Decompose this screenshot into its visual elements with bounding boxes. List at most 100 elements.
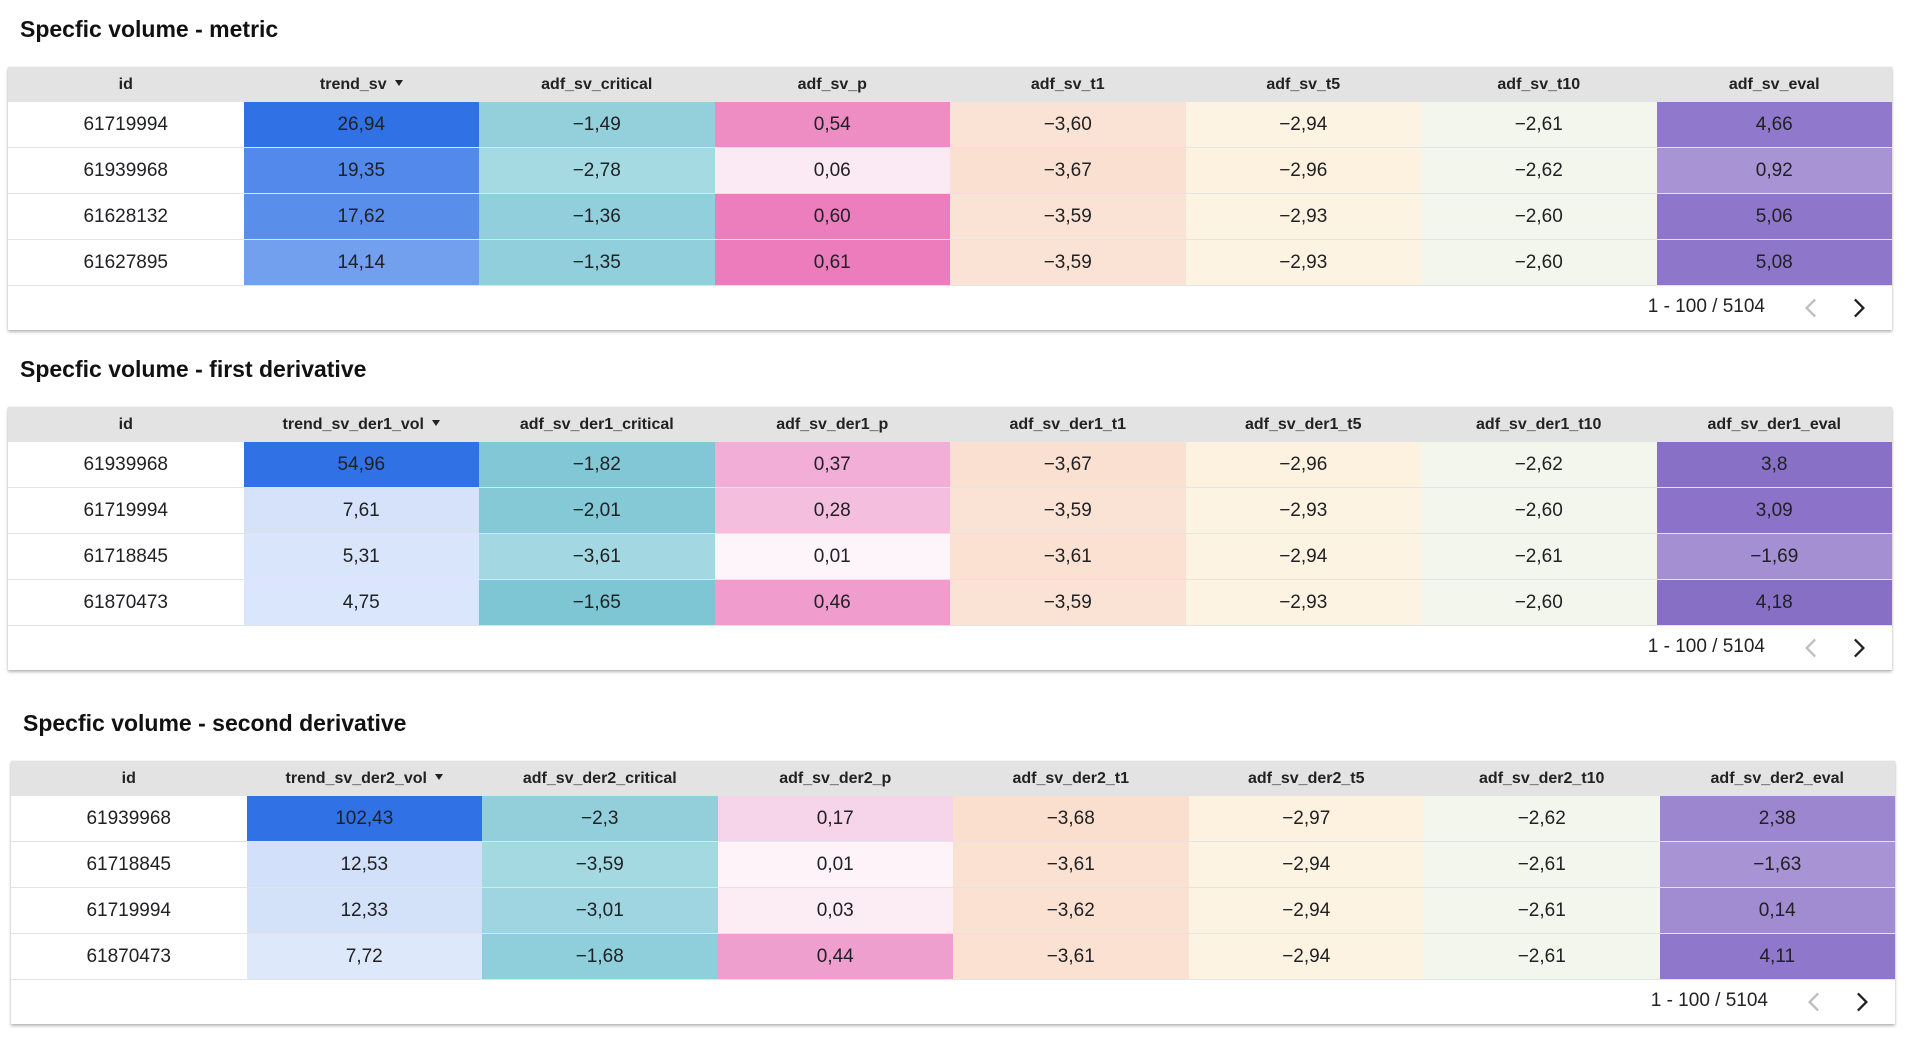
column-header-label: trend_sv xyxy=(319,75,387,93)
column-header-id[interactable]: id xyxy=(8,407,244,442)
table-cell: 61719994 xyxy=(8,487,244,534)
column-header-p[interactable]: adf_sv_der1_p xyxy=(714,407,950,442)
table-cell: 0,01 xyxy=(717,841,953,888)
table-cell: 0,54 xyxy=(714,102,950,148)
table-cell: 26,94 xyxy=(243,102,479,148)
table-cell: 0,37 xyxy=(714,442,950,488)
table-header-row: id trend_sv_der2_vol adf_sv_der2_critica… xyxy=(11,761,1895,796)
table-body: 61939968 54,96 −1,82 0,37 −3,67 −2,96 −2,62 3,8… xyxy=(8,442,1892,625)
table-cell: −2,96 xyxy=(1185,147,1421,194)
column-header-eval[interactable]: adf_sv_eval xyxy=(1656,67,1892,102)
column-header-eval[interactable]: adf_sv_der1_eval xyxy=(1656,407,1892,442)
table-row[interactable]: 61719994 7,61 −2,01 0,28 −3,59 −2,93 −2,60 3,09 xyxy=(8,487,1892,534)
table-header-row: id trend_sv adf_sv_critical adf_sv_p adf… xyxy=(8,67,1892,102)
table-cell: 0,03 xyxy=(717,887,953,934)
section-title: Specfic volume - first derivative xyxy=(20,356,367,382)
column-header-t10[interactable]: adf_sv_der2_t10 xyxy=(1424,761,1660,796)
prev-page-button[interactable] xyxy=(1801,988,1829,1016)
column-header-trend[interactable]: trend_sv_der1_vol xyxy=(243,407,479,442)
table-cell: −2,01 xyxy=(479,487,715,534)
prev-page-button[interactable] xyxy=(1798,634,1826,662)
table-row[interactable]: 61627895 14,14 −1,35 0,61 −3,59 −2,93 −2,60 5,0… xyxy=(8,239,1892,285)
column-header-t10[interactable]: adf_sv_der1_t10 xyxy=(1421,407,1657,442)
sort-desc-icon[interactable] xyxy=(431,420,440,427)
table-cell: −2,97 xyxy=(1188,796,1424,842)
table-cell: 102,43 xyxy=(246,796,482,842)
prev-page-button[interactable] xyxy=(1798,294,1826,322)
table-cell: 0,61 xyxy=(714,239,950,285)
table-cell: −2,94 xyxy=(1188,887,1424,934)
column-header-t5[interactable]: adf_sv_der1_t5 xyxy=(1185,407,1421,442)
column-header-critical[interactable]: adf_sv_critical xyxy=(479,67,715,102)
table-row[interactable]: 61628132 17,62 −1,36 0,60 −3,59 −2,93 −2,60 5,0… xyxy=(8,193,1892,240)
column-header-label: trend_sv_der1_vol xyxy=(282,415,424,433)
column-header-p[interactable]: adf_sv_p xyxy=(714,67,950,102)
table-row[interactable]: 61718845 12,53 −3,59 0,01 −3,61 −2,94 −2,61 −1,… xyxy=(11,841,1895,888)
table-row[interactable]: 61939968 19,35 −2,78 0,06 −3,67 −2,96 −2,62 0,9… xyxy=(8,147,1892,194)
section-title: Specfic volume - second derivative xyxy=(23,710,407,736)
column-header-critical[interactable]: adf_sv_der2_critical xyxy=(482,761,718,796)
table-cell: −2,3 xyxy=(482,796,718,842)
table-cell: 61628132 xyxy=(8,193,244,240)
table-row[interactable]: 61870473 4,75 −1,65 0,46 −3,59 −2,93 −2,60 4,18 xyxy=(8,579,1892,625)
column-header-label: trend_sv_der2_vol xyxy=(285,769,427,787)
column-header-t10[interactable]: adf_sv_t10 xyxy=(1421,67,1657,102)
table-row[interactable]: 61719994 12,33 −3,01 0,03 −3,62 −2,94 −2,61 0,1… xyxy=(11,887,1895,934)
table-row[interactable]: 61939968 102,43 −2,3 0,17 −3,68 −2,97 −2,62 2,3… xyxy=(11,796,1895,842)
table-cell: −2,61 xyxy=(1421,533,1657,580)
column-header-p[interactable]: adf_sv_der2_p xyxy=(717,761,953,796)
table-row[interactable]: 61939968 54,96 −1,82 0,37 −3,67 −2,96 −2,62 3,8 xyxy=(8,442,1892,488)
table-cell: 7,72 xyxy=(246,933,482,979)
data-table-metric: id trend_sv adf_sv_critical adf_sv_p adf… xyxy=(8,67,1892,330)
column-header-t1[interactable]: adf_sv_der2_t1 xyxy=(953,761,1189,796)
chevron-right-icon xyxy=(1854,298,1865,318)
sort-desc-icon[interactable] xyxy=(434,774,443,781)
table-row[interactable]: 61719994 26,94 −1,49 0,54 −3,60 −2,94 −2,61 4,6… xyxy=(8,102,1892,148)
table-cell: 61939968 xyxy=(11,796,247,842)
column-header-trend[interactable]: trend_sv xyxy=(243,67,479,102)
next-page-button[interactable] xyxy=(1844,294,1872,322)
table-header-row: id trend_sv_der1_vol adf_sv_der1_critica… xyxy=(8,407,1892,442)
column-header-id[interactable]: id xyxy=(8,67,244,102)
column-header-eval[interactable]: adf_sv_der2_eval xyxy=(1659,761,1895,796)
table-cell: 0,14 xyxy=(1659,887,1895,934)
next-page-button[interactable] xyxy=(1847,988,1875,1016)
table-cell: −2,62 xyxy=(1421,442,1657,488)
table-cell: −3,61 xyxy=(950,533,1186,580)
table-row[interactable]: 61718845 5,31 −3,61 0,01 −3,61 −2,94 −2,61 −1,6… xyxy=(8,533,1892,580)
table-cell: −1,82 xyxy=(479,442,715,488)
chevron-left-icon xyxy=(1808,992,1819,1012)
table-cell: −2,96 xyxy=(1185,442,1421,488)
table-cell: 0,60 xyxy=(714,193,950,240)
table-body: 61719994 26,94 −1,49 0,54 −3,60 −2,94 −2,61 4,6… xyxy=(8,102,1892,285)
column-header-t5[interactable]: adf_sv_t5 xyxy=(1185,67,1421,102)
table-cell: 0,92 xyxy=(1656,147,1892,194)
pagination: 1 - 100 / 5104 xyxy=(8,625,1892,670)
pagination-range: 1 - 100 / 5104 xyxy=(1647,296,1765,317)
table-body: 61939968 102,43 −2,3 0,17 −3,68 −2,97 −2,62 2,3… xyxy=(11,796,1895,979)
table-cell: −3,68 xyxy=(953,796,1189,842)
table-cell: −2,61 xyxy=(1424,887,1660,934)
sort-desc-icon[interactable] xyxy=(394,80,403,87)
table-cell: −1,36 xyxy=(479,193,715,240)
next-page-button[interactable] xyxy=(1844,634,1872,662)
table-cell: 2,38 xyxy=(1659,796,1895,842)
table-cell: 61718845 xyxy=(8,533,244,580)
column-header-t1[interactable]: adf_sv_t1 xyxy=(950,67,1186,102)
table-cell: −3,61 xyxy=(953,841,1189,888)
column-header-trend[interactable]: trend_sv_der2_vol xyxy=(246,761,482,796)
chevron-left-icon xyxy=(1805,298,1816,318)
table-cell: 17,62 xyxy=(243,193,479,240)
table-row[interactable]: 61870473 7,72 −1,68 0,44 −3,61 −2,94 −2,61 4,11 xyxy=(11,933,1895,979)
table-cell: −1,69 xyxy=(1656,533,1892,580)
column-header-id[interactable]: id xyxy=(11,761,247,796)
column-header-critical[interactable]: adf_sv_der1_critical xyxy=(479,407,715,442)
table-cell: −3,61 xyxy=(479,533,715,580)
section-title: Specfic volume - metric xyxy=(20,16,279,42)
table-cell: −3,67 xyxy=(950,442,1186,488)
table-cell: 0,44 xyxy=(717,933,953,979)
table-cell: −3,59 xyxy=(950,193,1186,240)
table-cell: −2,61 xyxy=(1421,102,1657,148)
column-header-t1[interactable]: adf_sv_der1_t1 xyxy=(950,407,1186,442)
column-header-t5[interactable]: adf_sv_der2_t5 xyxy=(1188,761,1424,796)
